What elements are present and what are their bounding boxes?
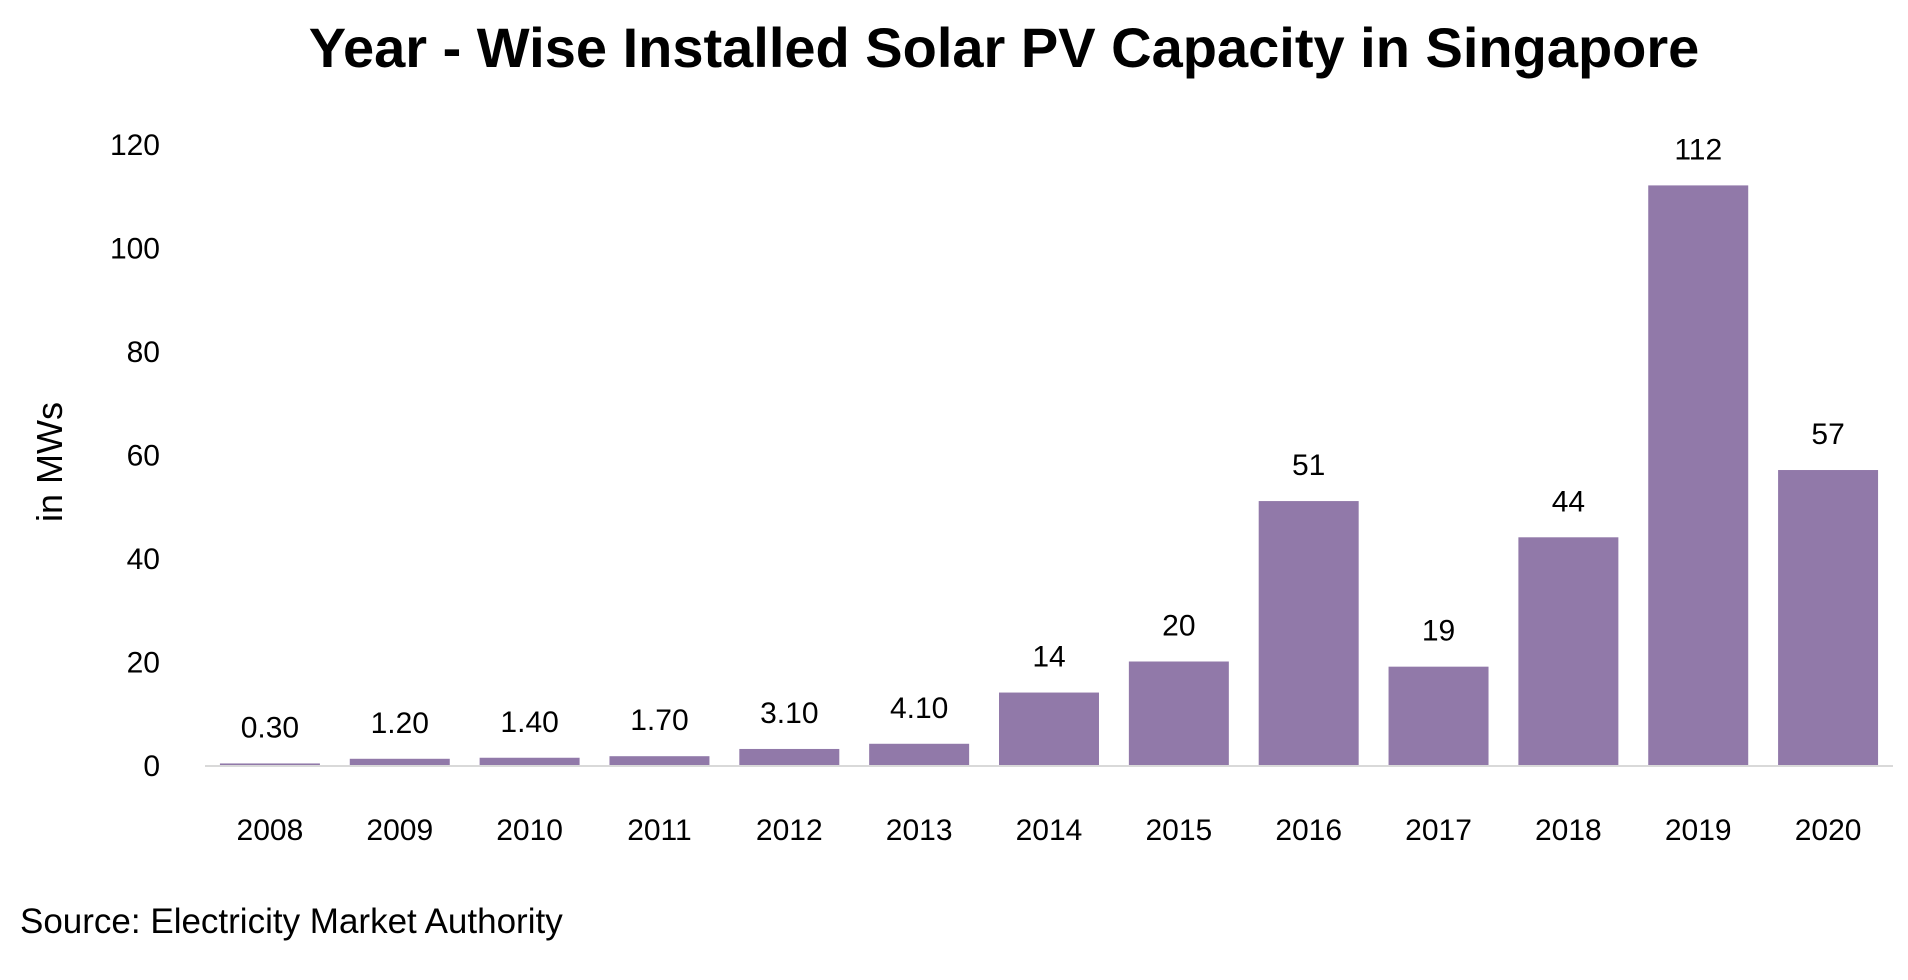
bar: [1518, 537, 1619, 765]
y-tick-label: 20: [127, 647, 160, 680]
data-label: 112: [1674, 133, 1722, 166]
x-tick-label: 2014: [1016, 814, 1083, 847]
x-tick-label: 2015: [1145, 814, 1212, 847]
bar: [349, 758, 450, 765]
x-tick-label: 2020: [1795, 814, 1862, 847]
y-tick-label: 100: [110, 233, 160, 266]
bar: [1388, 666, 1489, 765]
x-tick-label: 2010: [496, 814, 563, 847]
data-label: 1.40: [500, 706, 558, 739]
data-label: 44: [1552, 485, 1585, 518]
data-label: 3.10: [760, 697, 818, 730]
x-tick-label: 2012: [756, 814, 823, 847]
chart-title: Year - Wise Installed Solar PV Capacity …: [308, 16, 1700, 79]
x-tick-label: 2009: [366, 814, 433, 847]
bar: [219, 763, 320, 765]
y-axis-label-group: in MWs: [29, 402, 70, 522]
data-label: 1.20: [371, 707, 429, 740]
y-tick-label: 120: [110, 129, 160, 162]
data-labels: 0.30 1.20 1.40 1.70 3.10 4.10 14 20 51 19 44 112 57: [241, 133, 1845, 744]
x-tick-label: 2008: [237, 814, 304, 847]
data-label: 20: [1162, 610, 1195, 643]
bar: [1778, 470, 1879, 765]
x-tick-label: 2013: [886, 814, 953, 847]
y-tick-label: 0: [143, 750, 160, 783]
x-tick-label: 2011: [627, 814, 692, 847]
bars: [219, 185, 1879, 765]
x-axis-ticks: 2008 2009 2010 2011 2012 2013 2014 2015 2016 2017…: [237, 814, 1862, 847]
data-label: 14: [1032, 641, 1065, 674]
x-tick-label: 2016: [1275, 814, 1342, 847]
bar: [739, 748, 840, 765]
y-axis-title: in MWs: [29, 402, 70, 522]
x-tick-label: 2019: [1665, 814, 1732, 847]
bar: [999, 692, 1099, 765]
x-tick-label: 2018: [1535, 814, 1602, 847]
data-label: 4.10: [890, 692, 948, 725]
y-tick-label: 80: [127, 336, 160, 369]
bar: [1648, 185, 1749, 765]
bar: [1258, 501, 1359, 765]
y-tick-label: 40: [127, 543, 160, 576]
x-tick-label: 2017: [1405, 814, 1472, 847]
y-axis-ticks: 0 20 40 60 80 100 120: [110, 129, 160, 783]
data-label: 19: [1422, 615, 1455, 648]
data-label: 51: [1292, 449, 1325, 482]
y-tick-label: 60: [127, 440, 160, 473]
data-label: 57: [1811, 418, 1844, 451]
bar: [609, 756, 710, 765]
data-label: 0.30: [241, 711, 299, 744]
bar: [1128, 661, 1229, 765]
source-note: Source: Electricity Market Authority: [20, 902, 563, 941]
data-label: 1.70: [630, 704, 688, 737]
bar: [479, 757, 580, 765]
bar: [869, 743, 970, 765]
